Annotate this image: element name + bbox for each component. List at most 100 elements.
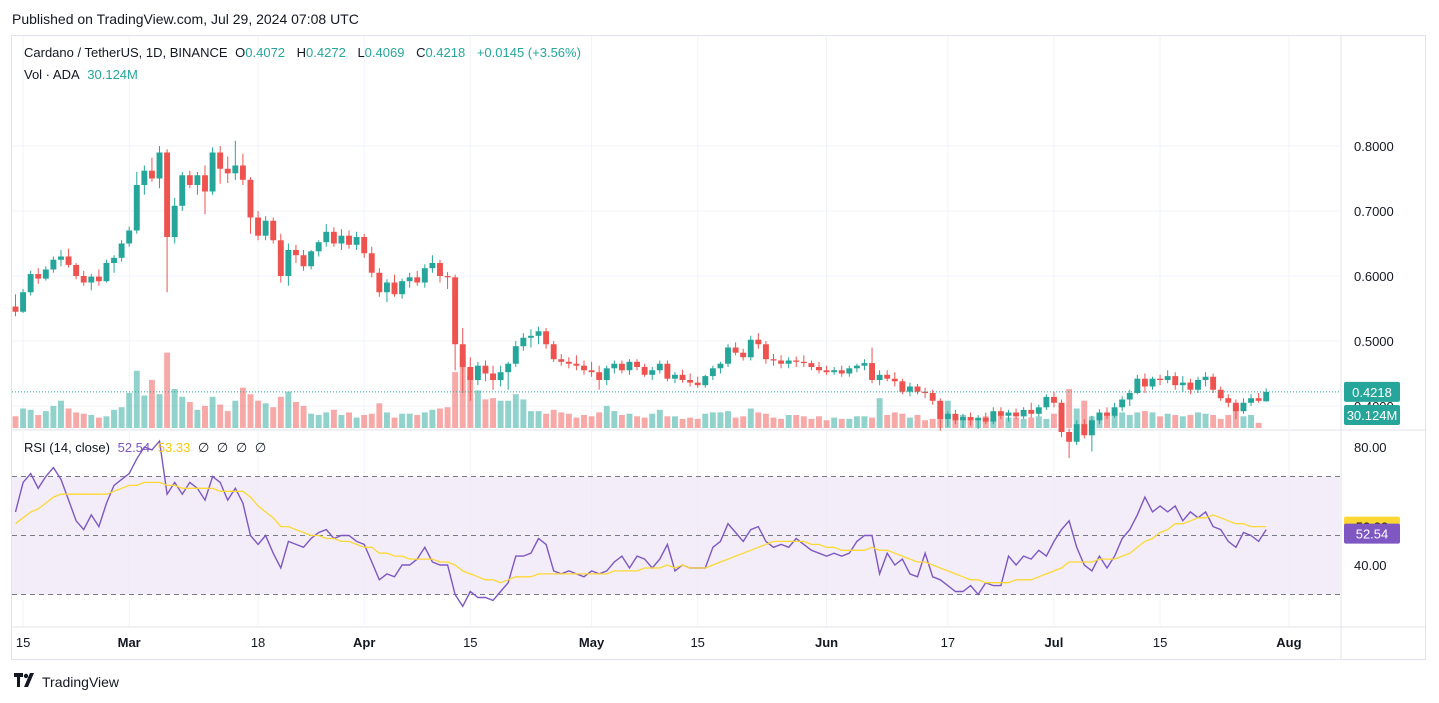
- candle-body: [1119, 399, 1126, 408]
- candle-body: [58, 256, 64, 260]
- volume-bar: [891, 412, 898, 428]
- candle-body: [952, 413, 959, 421]
- candle-body: [808, 363, 815, 367]
- volume-bar: [1149, 412, 1156, 428]
- volume-bar: [558, 412, 565, 428]
- candle-body: [414, 277, 421, 283]
- candle-body: [300, 255, 307, 267]
- volume-bar: [141, 395, 148, 428]
- candle-body: [42, 269, 49, 279]
- volume-bar: [702, 413, 709, 428]
- candle-body: [588, 370, 595, 373]
- volume-bar: [315, 415, 322, 428]
- volume-bar: [202, 405, 208, 428]
- price-badge: 0.4218: [1352, 385, 1392, 400]
- volume-bar: [126, 392, 133, 428]
- volume-bar: [1013, 417, 1020, 428]
- candle-body: [27, 274, 34, 293]
- candle-body: [1164, 376, 1171, 380]
- candle-body: [1232, 402, 1239, 412]
- volume-bar: [914, 415, 921, 428]
- volume-bar: [482, 399, 489, 428]
- candle-body: [634, 361, 641, 367]
- rsi-badge-bg: [1344, 523, 1400, 544]
- volume-bar: [1119, 412, 1126, 428]
- candle-body: [709, 368, 716, 377]
- volume-bar: [1217, 418, 1224, 428]
- open-value: 0.4072: [245, 45, 286, 60]
- candle-body: [505, 363, 512, 373]
- volume-bar: [232, 400, 239, 428]
- time-tick-label: 17: [941, 635, 955, 650]
- volume-bar: [1179, 416, 1186, 428]
- volume-bar: [1066, 389, 1073, 428]
- rsi-extra-2: ∅: [216, 440, 229, 455]
- volume-bar: [277, 396, 284, 428]
- volume-bar: [300, 405, 307, 428]
- symbol-label[interactable]: Cardano / TetherUS, 1D, BINANCE: [24, 45, 228, 60]
- volume-bar: [831, 417, 838, 428]
- candle-body: [672, 374, 678, 379]
- candle-body: [399, 281, 406, 295]
- candle-body: [527, 335, 534, 338]
- candle-body: [778, 360, 785, 364]
- candle-body: [270, 220, 277, 241]
- candle-body: [603, 368, 610, 380]
- candle-body: [65, 256, 72, 265]
- candle-body: [338, 235, 345, 244]
- candle-body: [869, 363, 875, 380]
- time-tick-label: 15: [463, 635, 477, 650]
- candle-body: [1248, 398, 1254, 403]
- candle-body: [664, 363, 671, 379]
- volume-bar: [550, 409, 557, 428]
- volume-bar: [111, 409, 117, 428]
- candle-body: [725, 347, 731, 364]
- volume-label[interactable]: Vol · ADA: [24, 67, 80, 82]
- volume-bar: [1005, 417, 1012, 428]
- candle-body: [406, 277, 413, 282]
- volume-bar: [103, 416, 110, 428]
- candle-body: [1134, 378, 1141, 393]
- tradingview-logo[interactable]: TradingView: [14, 673, 119, 691]
- candle-body: [558, 359, 565, 362]
- candle-body: [376, 272, 383, 293]
- candle-body: [444, 276, 451, 278]
- volume-bar: [876, 398, 883, 428]
- volume-bar: [179, 396, 186, 428]
- candle-body: [922, 391, 929, 393]
- candle-body: [1104, 412, 1110, 416]
- volume-bar: [997, 415, 1004, 428]
- candle-body: [687, 380, 694, 383]
- candle-body: [982, 417, 989, 422]
- volume-bar: [293, 402, 299, 428]
- candle-body: [1043, 396, 1050, 408]
- volume-bar: [747, 408, 754, 428]
- volume-bar: [573, 417, 580, 428]
- rsi-badge: 52.54: [1356, 527, 1389, 542]
- volume-bar: [383, 412, 390, 428]
- candle-body: [179, 175, 186, 206]
- candle-body: [967, 417, 974, 421]
- volume-bar: [171, 389, 178, 428]
- volume-bar: [672, 416, 678, 428]
- volume-bar: [346, 412, 352, 428]
- candle-body: [565, 361, 572, 364]
- candle-body: [429, 263, 436, 269]
- candle-body: [277, 240, 284, 276]
- rsi-legend: RSI (14, close) 52.54 53.33 ∅ ∅ ∅ ∅: [24, 440, 270, 456]
- rsi-label[interactable]: RSI (14, close): [24, 440, 110, 455]
- volume-bar: [50, 405, 57, 428]
- time-tick-label: Jun: [815, 635, 838, 650]
- candle-body: [474, 365, 481, 380]
- chart-frame[interactable]: [11, 35, 1426, 660]
- candle-body: [793, 360, 800, 362]
- volume-bar: [808, 418, 815, 428]
- candle-body: [823, 370, 830, 373]
- volume-bar: [725, 411, 731, 428]
- volume-bar: [800, 416, 807, 428]
- candle-body: [1096, 412, 1103, 421]
- candle-body: [255, 217, 262, 236]
- candle-body: [111, 257, 117, 263]
- candle-body: [960, 417, 966, 421]
